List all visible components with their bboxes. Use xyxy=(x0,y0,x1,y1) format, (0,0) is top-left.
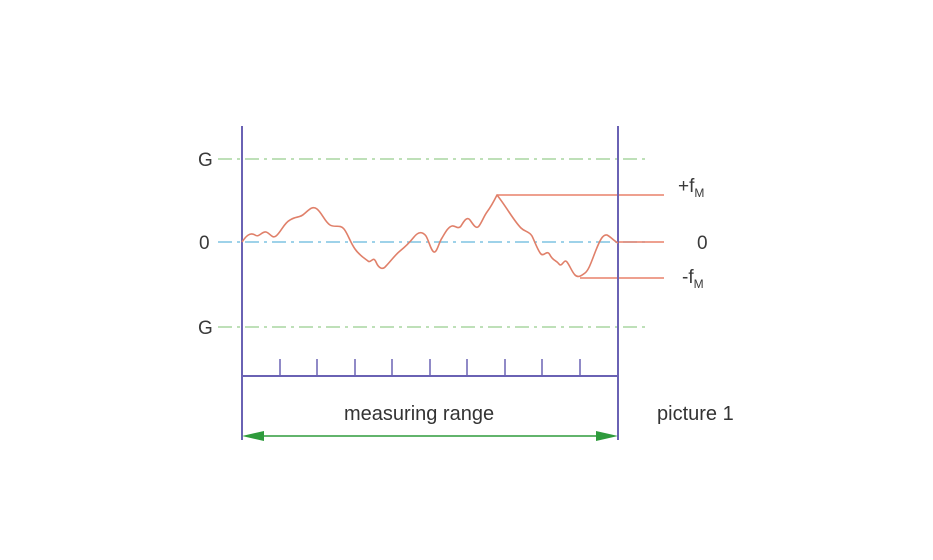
measuring-range-label: measuring range xyxy=(344,403,494,425)
surface-profile-curve xyxy=(241,194,619,278)
label-zero-right: 0 xyxy=(697,233,708,254)
label-zero-left: 0 xyxy=(199,233,210,254)
label-plus-fm-sub: M xyxy=(694,186,704,200)
label-minus-fm: -fM xyxy=(682,267,704,291)
label-minus-fm-main: -f xyxy=(682,267,694,288)
label-g-bottom: G xyxy=(198,318,213,339)
label-minus-fm-sub: M xyxy=(694,277,704,291)
label-g-top: G xyxy=(198,150,213,171)
label-plus-fm: +fM xyxy=(678,176,704,200)
arrow-head-right-icon xyxy=(596,431,618,441)
scale-ticks xyxy=(279,359,581,376)
label-plus-fm-main: +f xyxy=(678,176,695,197)
picture-caption: picture 1 xyxy=(657,403,734,425)
arrow-head-left-icon xyxy=(242,431,264,441)
